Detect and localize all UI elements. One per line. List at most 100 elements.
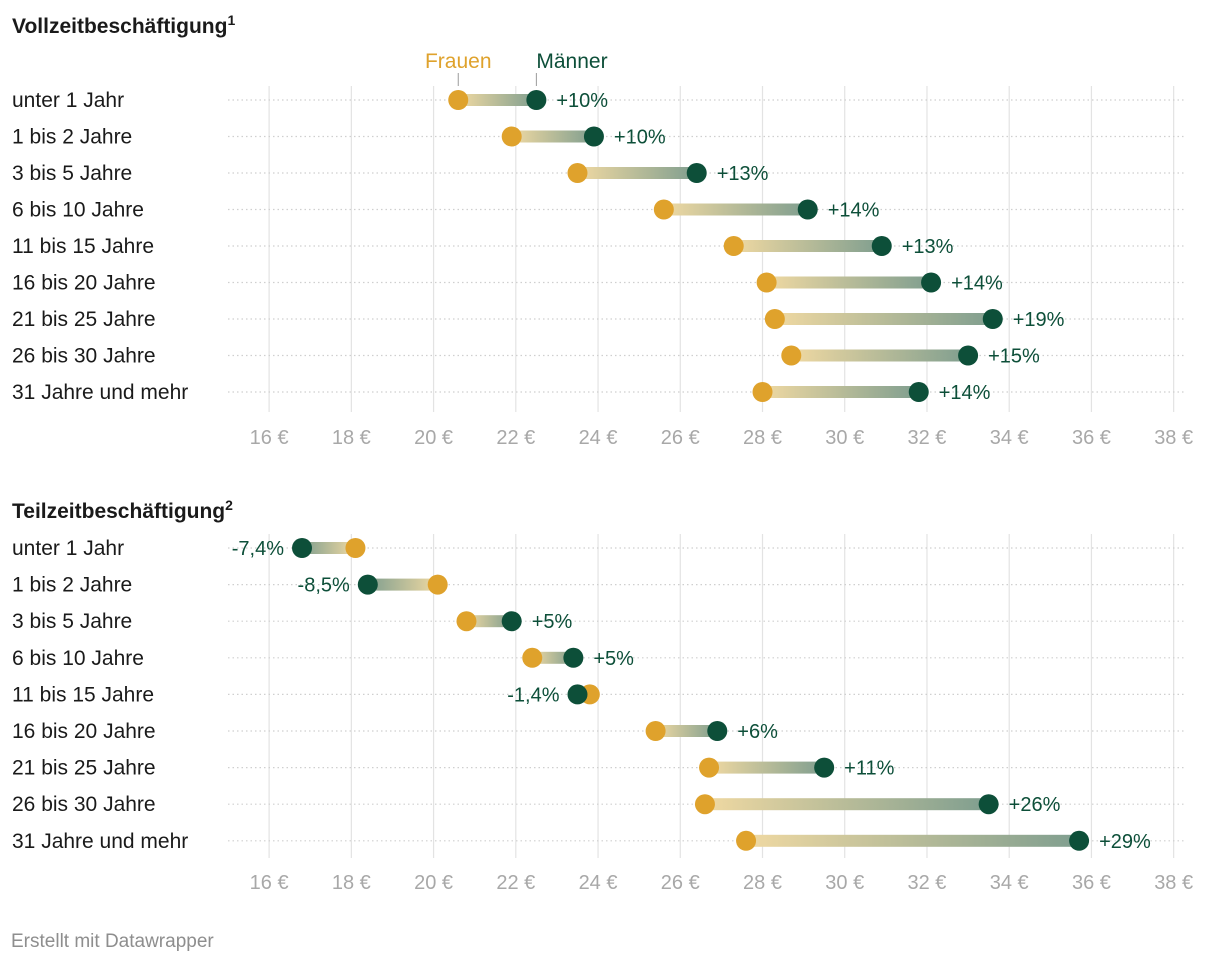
dot-frauen	[723, 236, 744, 256]
category-label: 3 bis 5 Jahre	[12, 610, 132, 633]
dumbbell-connector	[511, 130, 594, 143]
x-tick-label: 22 €	[496, 872, 535, 894]
x-tick-label: 36 €	[1072, 872, 1111, 894]
dumbbell-connector	[655, 725, 718, 737]
difference-label: +26%	[1009, 794, 1061, 816]
dumbbell-connector	[663, 203, 808, 216]
dot-frauen	[427, 574, 448, 595]
category-label: 21 bis 25 Jahre	[12, 308, 156, 331]
difference-label: +14%	[828, 200, 880, 222]
dot-frauen	[699, 757, 720, 778]
x-tick-label: 18 €	[332, 427, 371, 449]
dot-maenner	[921, 272, 942, 293]
difference-label: +6%	[737, 721, 778, 743]
dumbbell-connector	[733, 240, 882, 252]
dot-frauen	[448, 90, 469, 110]
difference-label: +5%	[532, 611, 573, 633]
dot-maenner	[958, 345, 979, 366]
x-tick-label: 16 €	[250, 872, 289, 894]
dot-maenner	[707, 721, 728, 741]
difference-label: +11%	[844, 758, 894, 780]
dot-maenner	[563, 647, 584, 668]
dot-maenner	[1069, 830, 1090, 851]
difference-label: +10%	[614, 127, 666, 149]
dot-frauen	[501, 126, 522, 147]
category-label: 26 bis 30 Jahre	[12, 793, 156, 816]
dot-frauen	[522, 647, 543, 668]
dot-frauen	[456, 611, 477, 632]
dumbbell-connector	[302, 542, 356, 554]
dumbbell-connector	[577, 167, 697, 179]
footer-credit: Erstellt mit Datawrapper	[11, 931, 214, 952]
dumbbell-connector	[791, 349, 969, 362]
panel-title-footnote: 2	[225, 497, 233, 513]
x-tick-label: 34 €	[990, 872, 1029, 894]
x-tick-label: 38 €	[1154, 872, 1193, 894]
difference-label: +13%	[902, 236, 954, 258]
x-tick-label: 28 €	[743, 427, 782, 449]
difference-label: +19%	[1013, 309, 1065, 331]
x-tick-label: 36 €	[1072, 427, 1111, 449]
dot-frauen	[645, 721, 666, 741]
category-label: 31 Jahre und mehr	[12, 830, 188, 853]
category-label: 21 bis 25 Jahre	[12, 757, 156, 780]
difference-label: +14%	[939, 382, 991, 404]
difference-label: -1,4%	[507, 684, 559, 706]
dot-maenner	[501, 611, 522, 632]
category-label: 1 bis 2 Jahre	[12, 574, 132, 597]
difference-label: +10%	[556, 90, 608, 112]
dot-maenner	[978, 794, 999, 815]
x-tick-label: 30 €	[825, 872, 864, 894]
dumbbell-connector	[762, 386, 919, 398]
panel-title: Teilzeitbeschäftigung2	[12, 497, 233, 523]
category-label: unter 1 Jahr	[12, 537, 124, 560]
panel-title-footnote: 1	[227, 12, 235, 28]
category-label: 6 bis 10 Jahre	[12, 647, 144, 670]
x-tick-label: 26 €	[661, 427, 700, 449]
category-label: 11 bis 15 Jahre	[12, 235, 154, 258]
difference-label: -7,4%	[232, 538, 284, 560]
category-label: 3 bis 5 Jahre	[12, 162, 132, 185]
x-tick-label: 32 €	[908, 872, 947, 894]
dumbbell-connector	[709, 761, 825, 774]
category-label: 11 bis 15 Jahre	[12, 683, 154, 706]
dot-maenner	[982, 309, 1003, 329]
dot-maenner	[567, 684, 588, 705]
dot-frauen	[764, 309, 785, 329]
difference-label: +15%	[988, 346, 1040, 368]
dot-frauen	[736, 830, 757, 851]
dot-frauen	[345, 538, 366, 558]
category-label: 6 bis 10 Jahre	[12, 199, 144, 222]
chart-canvas: Vollzeitbeschäftigung1 16 € 18 € 20 € 22 € 24…	[12, 12, 1193, 894]
x-tick-label: 32 €	[908, 427, 947, 449]
legend-frauen: Frauen	[425, 50, 492, 73]
dot-maenner	[583, 126, 604, 147]
dot-frauen	[567, 163, 588, 183]
x-tick-label: 22 €	[496, 427, 535, 449]
dot-maenner	[908, 382, 929, 402]
x-tick-label: 30 €	[825, 427, 864, 449]
x-tick-label: 26 €	[661, 872, 700, 894]
dot-maenner	[797, 199, 818, 220]
dumbbell-connector	[746, 834, 1080, 847]
x-tick-label: 24 €	[579, 427, 618, 449]
x-tick-label: 28 €	[743, 872, 782, 894]
dumbbell-connector	[466, 615, 512, 628]
x-tick-label: 20 €	[414, 872, 453, 894]
dot-maenner	[357, 574, 378, 595]
dot-maenner	[814, 757, 835, 778]
category-label: 1 bis 2 Jahre	[12, 126, 132, 149]
dot-frauen	[653, 199, 674, 220]
dumbbell-connector	[766, 276, 932, 289]
dot-frauen	[752, 382, 773, 402]
legend-maenner: Männer	[536, 50, 607, 73]
x-tick-label: 16 €	[250, 427, 289, 449]
dumbbell-connector	[367, 578, 438, 591]
dot-frauen	[694, 794, 715, 815]
dot-maenner	[686, 163, 707, 183]
dot-frauen	[781, 345, 802, 366]
x-tick-label: 38 €	[1154, 427, 1193, 449]
difference-label: +29%	[1099, 831, 1151, 853]
dot-maenner	[871, 236, 892, 256]
difference-label: +13%	[717, 163, 769, 185]
